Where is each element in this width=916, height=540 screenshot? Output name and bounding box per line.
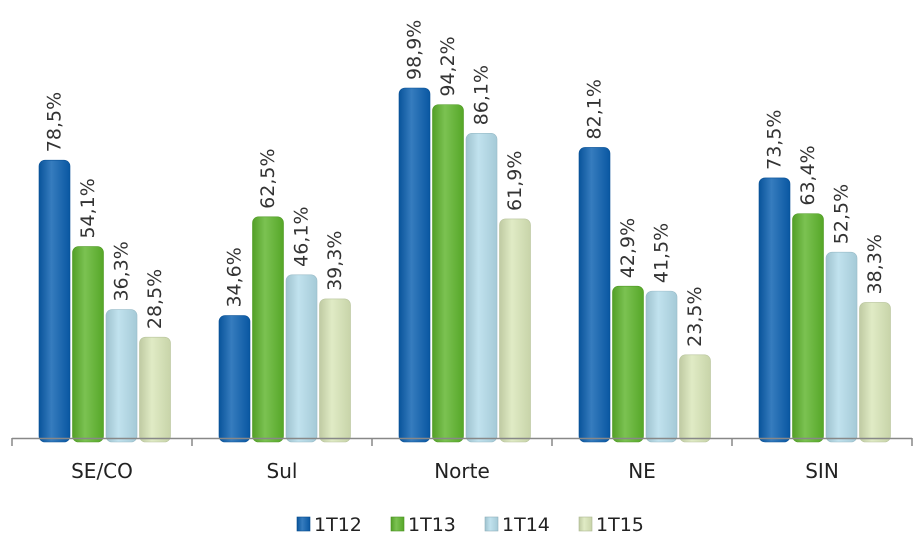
data-label: 78,5% xyxy=(44,92,66,152)
data-label: 41,5% xyxy=(651,223,673,283)
data-label: 38,3% xyxy=(864,234,886,294)
x-axis: SE/CO Sul Norte NE SIN xyxy=(11,437,913,483)
bar-ne-1t15 xyxy=(679,354,711,443)
data-label: 86,1% xyxy=(471,65,493,125)
bar-ne-1t13 xyxy=(612,285,644,443)
bar-sul-1t13 xyxy=(252,216,284,443)
data-label: 28,5% xyxy=(144,269,166,329)
bar-se-co-1t12 xyxy=(38,159,71,443)
data-label: 82,1% xyxy=(584,79,606,139)
legend: 1T12 1T13 1T14 1T15 xyxy=(296,514,644,536)
bar-norte-1t12 xyxy=(398,87,431,443)
data-label: 73,5% xyxy=(764,110,786,170)
bar-sul-1t14 xyxy=(285,274,318,443)
bar-sin-1t14 xyxy=(825,251,858,443)
data-label: 34,6% xyxy=(224,247,246,307)
bar-norte-1t13 xyxy=(432,104,464,443)
legend-label: 1T14 xyxy=(502,514,550,536)
data-label: 42,9% xyxy=(617,218,639,278)
data-label: 63,4% xyxy=(797,145,819,205)
bar-norte-1t15 xyxy=(499,218,531,443)
data-labels-layer: 78,5% 54,1% 36,3% 28,5% 34,6% 62,5% 46,1% 39,3%… xyxy=(44,20,887,347)
bar-norte-1t14 xyxy=(465,132,498,443)
x-tick-label: SIN xyxy=(805,459,839,483)
data-label: 36,3% xyxy=(111,241,133,301)
x-tick-label: NE xyxy=(628,459,656,483)
bar-sin-1t13 xyxy=(792,213,824,443)
data-label: 61,9% xyxy=(504,151,526,211)
bar-sul-1t12 xyxy=(218,315,251,443)
data-label: 52,5% xyxy=(831,184,853,244)
data-label: 62,5% xyxy=(257,148,279,208)
bars-layer xyxy=(38,87,891,443)
legend-label: 1T13 xyxy=(408,514,456,536)
legend-swatch xyxy=(390,516,405,532)
x-tick-label: SE/CO xyxy=(71,459,133,483)
data-label: 46,1% xyxy=(291,206,313,266)
data-label: 54,1% xyxy=(77,178,99,238)
data-label: 23,5% xyxy=(684,286,706,346)
data-label: 94,2% xyxy=(437,36,459,96)
bar-sin-1t15 xyxy=(859,302,891,443)
data-label: 98,9% xyxy=(404,20,426,80)
legend-swatch xyxy=(484,516,499,532)
x-tick-label: Sul xyxy=(267,459,298,483)
legend-label: 1T12 xyxy=(314,514,362,536)
legend-swatch xyxy=(578,516,593,532)
bar-sin-1t12 xyxy=(758,177,791,443)
legend-swatch xyxy=(296,516,311,532)
bar-ne-1t14 xyxy=(645,290,678,443)
bar-sul-1t15 xyxy=(319,298,351,443)
data-label: 39,3% xyxy=(324,231,346,291)
bar-se-co-1t13 xyxy=(72,246,104,443)
legend-label: 1T15 xyxy=(596,514,644,536)
bar-se-co-1t15 xyxy=(139,336,171,443)
bar-ne-1t12 xyxy=(578,147,611,443)
bar-se-co-1t14 xyxy=(105,309,138,443)
x-tick-label: Norte xyxy=(434,459,490,483)
